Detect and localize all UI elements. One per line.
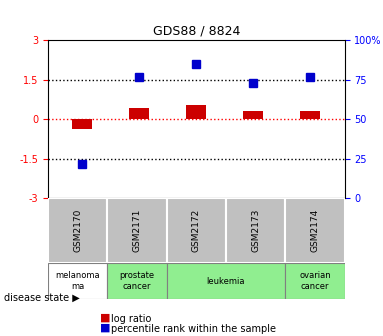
Bar bbox=[129, 108, 149, 119]
FancyBboxPatch shape bbox=[285, 199, 345, 263]
Text: melanoma
ma: melanoma ma bbox=[55, 271, 100, 291]
FancyBboxPatch shape bbox=[167, 263, 285, 299]
Text: GSM2173: GSM2173 bbox=[251, 209, 260, 252]
FancyBboxPatch shape bbox=[48, 263, 107, 299]
Text: percentile rank within the sample: percentile rank within the sample bbox=[111, 324, 276, 334]
Bar bbox=[72, 119, 92, 129]
Text: prostate
cancer: prostate cancer bbox=[119, 271, 154, 291]
Text: ■: ■ bbox=[100, 312, 110, 323]
FancyBboxPatch shape bbox=[226, 199, 285, 263]
Text: GSM2174: GSM2174 bbox=[311, 209, 319, 252]
Text: GSM2170: GSM2170 bbox=[73, 209, 82, 252]
Bar bbox=[186, 105, 206, 119]
FancyBboxPatch shape bbox=[107, 263, 167, 299]
Title: GDS88 / 8824: GDS88 / 8824 bbox=[152, 25, 240, 38]
Text: ■: ■ bbox=[100, 323, 110, 333]
Text: ovarian
cancer: ovarian cancer bbox=[299, 271, 331, 291]
FancyBboxPatch shape bbox=[107, 199, 167, 263]
Text: GSM2172: GSM2172 bbox=[192, 209, 201, 252]
Bar bbox=[300, 112, 321, 119]
Text: GSM2171: GSM2171 bbox=[133, 209, 141, 252]
Text: leukemia: leukemia bbox=[207, 277, 245, 286]
FancyBboxPatch shape bbox=[48, 199, 107, 263]
FancyBboxPatch shape bbox=[167, 199, 226, 263]
Text: disease state ▶: disease state ▶ bbox=[4, 292, 80, 302]
Text: log ratio: log ratio bbox=[111, 313, 151, 324]
Bar bbox=[243, 112, 264, 119]
FancyBboxPatch shape bbox=[285, 263, 345, 299]
